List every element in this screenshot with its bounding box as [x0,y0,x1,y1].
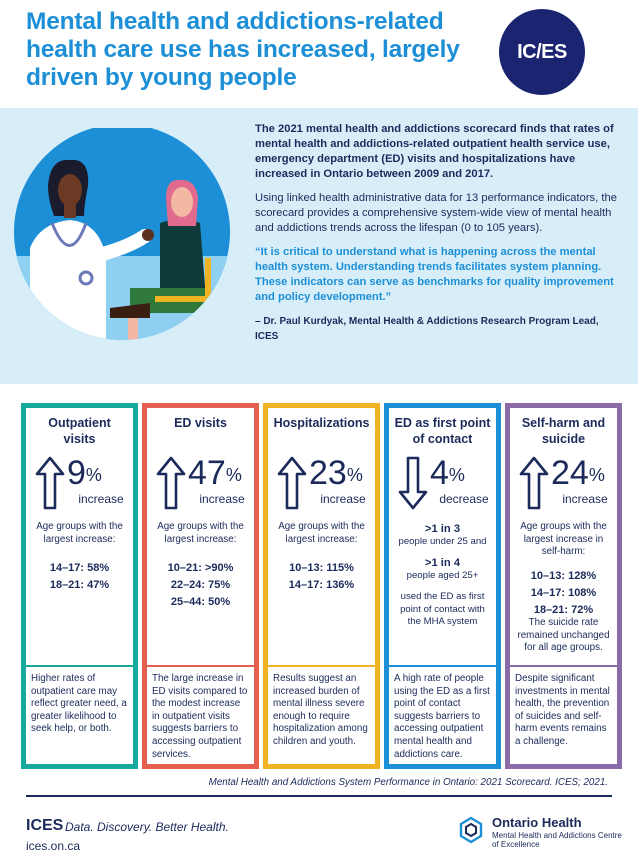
ices-url[interactable]: ices.on.ca [26,839,81,853]
card-stat: 4% decrease [389,454,496,516]
card-stat: 23% increase [268,454,375,516]
stat-value: 9% [67,454,102,492]
card-heading: Hospitalizations [273,416,370,430]
stat-25plus-value: >1 in 4 [424,557,461,569]
stat-label: increase [78,492,124,506]
age-group-item: 14–17: 58% [49,562,110,574]
age-group-item: 14–17: 136% [288,579,355,591]
card-footnote: Higher rates of outpatient care may refl… [31,673,127,735]
age-group-item: 25–44: 50% [170,596,231,608]
card-divider [268,665,375,667]
age-group-item: 22–24: 75% [170,579,231,591]
card-self-harm: Self-harm and suicide 24% increase Age g… [505,403,622,769]
suicide-rate-note: The suicide rate remained unchanged for … [517,617,610,653]
card-heading: Outpatient visits [48,416,111,446]
card-footnote: Despite significant investments in menta… [515,673,610,747]
first-contact-stats: >1 in 3 people under 25 and >1 in 4 peop… [393,523,492,629]
age-group-item: 18–21: 72% [533,604,594,616]
stat-label: decrease [439,492,489,506]
stat-25plus-label: people aged 25+ [406,569,479,581]
ontario-health-name: Ontario Health [492,815,582,830]
stat-value: 23% [309,454,363,492]
card-heading: Self-harm and suicide [521,416,606,446]
up-arrow-icon [277,456,307,510]
card-footnote: The large increase in ED visits compared… [152,673,248,760]
ontario-health-subtitle: Mental Health and Addictions Centre of E… [492,831,622,849]
age-groups-label: Age groups with the largest increase in … [520,521,607,557]
footer-divider [26,795,612,797]
source-citation: Mental Health and Addictions System Perf… [208,777,608,788]
up-arrow-icon [156,456,186,510]
card-divider [389,665,496,667]
stat-under25-value: >1 in 3 [424,523,461,535]
intro-text: The 2021 mental health and addictions sc… [255,122,617,353]
up-arrow-icon [519,456,549,510]
ontario-health-logo-icon [459,816,483,844]
card-divider [147,665,254,667]
stat-label: increase [562,492,608,506]
card-stat: 24% increase [510,454,617,516]
card-stat: 47% increase [147,454,254,516]
age-groups-list: 14–17: 58% 18–21: 47% [30,560,129,594]
card-hospitalizations: Hospitalizations 23% increase Age groups… [263,403,380,769]
card-footnote: A high rate of people using the ED as a … [394,673,490,760]
age-groups-label: Age groups with the largest increase: [157,521,244,545]
stat-value: 24% [551,454,605,492]
down-arrow-icon [398,456,428,510]
first-contact-note: used the ED as first point of contact wi… [400,591,485,627]
card-ed-visits: ED visits 47% increase Age groups with t… [142,403,259,769]
card-heading: ED as first point of contact [394,416,491,446]
doctor-patient-illustration [14,128,230,340]
intro-lead: The 2021 mental health and addictions sc… [255,123,614,180]
card-outpatient: Outpatient visits 9% increase Age groups… [21,403,138,769]
stat-under25-label: people under 25 and [398,535,487,547]
card-divider [510,665,617,667]
card-divider [26,665,133,667]
ices-logo: IC/ES [499,9,585,95]
ices-tagline: Data. Discovery. Better Health. [65,820,229,834]
age-group-item: 10–13: 115% [289,562,354,574]
age-groups-label: Age groups with the largest increase: [36,521,123,545]
stat-value: 47% [188,454,242,492]
stat-label: increase [320,492,366,506]
stat-label: increase [199,492,245,506]
up-arrow-icon [35,456,65,510]
age-group-item: 14–17: 108% [530,587,597,599]
page-title: Mental health and addictions-related hea… [26,8,460,91]
intro-cite: – Dr. Paul Kurdyak, Mental Health & Addi… [255,316,599,342]
card-heading: ED visits [174,416,227,430]
age-groups-list: 10–13: 115% 14–17: 136% [272,560,371,594]
card-footnote: Results suggest an increased burden of m… [273,673,368,747]
age-group-item: 18–21: 47% [49,579,110,591]
age-groups-label: Age groups with the largest increase: [278,521,365,545]
intro-body: Using linked health administrative data … [255,192,617,234]
stat-value: 4% [430,454,465,492]
age-groups-list: 10–21: >90% 22–24: 75% 25–44: 50% [151,560,250,611]
ices-wordmark: ICES [26,817,64,834]
age-group-item: 10–21: >90% [167,562,234,574]
intro-quote: “It is critical to understand what is ha… [255,246,614,303]
card-stat: 9% increase [26,454,133,516]
age-group-item: 10–13: 128% [530,570,597,582]
card-ed-first-contact: ED as first point of contact 4% decrease… [384,403,501,769]
age-groups-list: 10–13: 128% 14–17: 108% 18–21: 72% [514,568,613,619]
